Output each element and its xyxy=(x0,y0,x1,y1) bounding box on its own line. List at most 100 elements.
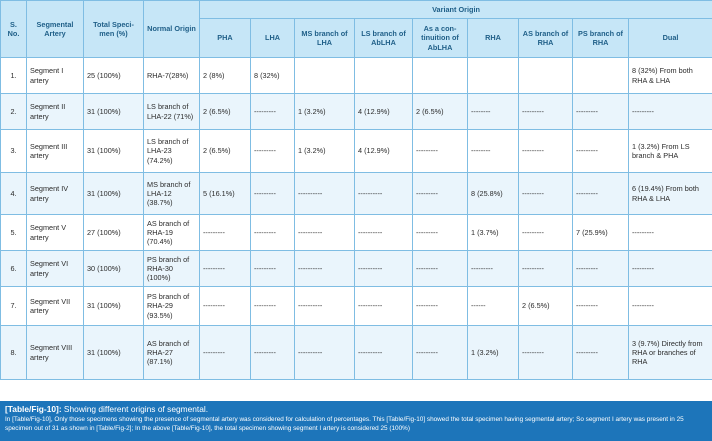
variant-cell xyxy=(294,57,355,94)
variant-cell: --------- xyxy=(518,325,573,380)
variant-cell: --------- xyxy=(467,250,519,287)
variant-cell: 8 (32%) xyxy=(250,57,295,94)
total-specimen: 31 (100%) xyxy=(83,129,144,173)
normal-origin: RHA-7(28%) xyxy=(143,57,200,94)
row-number: 7. xyxy=(0,286,27,326)
variant-cell: --------- xyxy=(518,250,573,287)
variant-cell: --------- xyxy=(412,172,468,215)
variant-cell: ---------- xyxy=(294,214,355,251)
variant-cell: --------- xyxy=(412,214,468,251)
header-no: S. No. xyxy=(0,0,27,58)
variant-cell: -------- xyxy=(467,129,519,173)
total-specimen: 31 (100%) xyxy=(83,93,144,130)
normal-origin: AS branch of RHA-27 (87.1%) xyxy=(143,325,200,380)
total-specimen: 27 (100%) xyxy=(83,214,144,251)
variant-cell: 2 (6.5%) xyxy=(199,93,251,130)
table-row: 7. Segment VII artery 31 (100%) PS branch o… xyxy=(0,286,712,326)
variant-cell: ---------- xyxy=(294,250,355,287)
variant-cell: --------- xyxy=(250,172,295,215)
caption-title-text: Showing different origins of segmental. xyxy=(61,404,209,414)
row-number: 6. xyxy=(0,250,27,287)
variant-cell: --------- xyxy=(199,250,251,287)
origins-table: S. No. Segmental Artery Total Speci-men … xyxy=(0,0,712,380)
variant-cell: --------- xyxy=(250,250,295,287)
table-row: 3. Segment III artery 31 (100%) LS branch o… xyxy=(0,129,712,173)
caption-text: In [Table/Fig-10], Only those specimens … xyxy=(5,416,684,432)
table-row: 4. Segment IV artery 31 (100%) MS branch of… xyxy=(0,172,712,215)
variant-cell xyxy=(354,57,413,94)
variant-cell: 2 (8%) xyxy=(199,57,251,94)
variant-cell xyxy=(412,57,468,94)
table-row: 8. Segment VIII artery 31 (100%) AS branch … xyxy=(0,325,712,380)
variant-cell: --------- xyxy=(250,325,295,380)
variant-cell: 2 (6.5%) xyxy=(199,129,251,173)
table-row: 5. Segment V artery 27 (100%) AS branch of … xyxy=(0,214,712,251)
variant-cell: ---------- xyxy=(354,172,413,215)
variant-cell: --------- xyxy=(412,129,468,173)
total-specimen: 31 (100%) xyxy=(83,325,144,380)
variant-cell: ---------- xyxy=(354,250,413,287)
variant-cell: 1 (3.2%) From LS branch & PHA xyxy=(627,129,712,173)
header-variant-pha: PHA xyxy=(199,18,251,58)
segment-name: Segment VI artery xyxy=(26,250,84,287)
variant-cell: ---------- xyxy=(354,325,413,380)
variant-cell: 7 (25.9%) xyxy=(572,214,629,251)
variant-cell: --------- xyxy=(412,325,468,380)
variant-cell: --------- xyxy=(572,172,629,215)
variant-cell: --------- xyxy=(627,214,712,251)
segment-name: Segment VIII artery xyxy=(26,325,84,380)
table-row: 2. Segment II artery 31 (100%) LS branch of… xyxy=(0,93,712,130)
variant-cell: 1 (3.2%) xyxy=(294,93,355,130)
segment-name: Segment IV artery xyxy=(26,172,84,215)
variant-cell: ------ xyxy=(467,286,519,326)
variant-cell: --------- xyxy=(250,286,295,326)
row-number: 2. xyxy=(0,93,27,130)
variant-cell: --------- xyxy=(412,286,468,326)
caption-title: [Table/Fig-10]: Showing different origin… xyxy=(5,404,707,415)
variant-cell: --------- xyxy=(518,172,573,215)
normal-origin: PS branch of RHA-30 (100%) xyxy=(143,250,200,287)
header-variant-as-rha: AS branch of RHA xyxy=(518,18,573,58)
variant-cell xyxy=(572,57,629,94)
normal-origin: LS branch of LHA-22 (71%) xyxy=(143,93,200,130)
variant-cell: 8 (32%) From both RHA & LHA xyxy=(627,57,712,94)
segment-name: Segment VII artery xyxy=(26,286,84,326)
variant-cell: --------- xyxy=(250,214,295,251)
header-total-specimen: Total Speci-men (%) xyxy=(83,0,144,58)
segment-name: Segment V artery xyxy=(26,214,84,251)
variant-cell: 3 (9.7%) Directly from RHA or branches o… xyxy=(627,325,712,380)
table-row: 1. Segment I artery 25 (100%) RHA-7(28%) 2 (… xyxy=(0,57,712,94)
variant-cell: 4 (12.9%) xyxy=(354,93,413,130)
normal-origin: PS branch of RHA-29 (93.5%) xyxy=(143,286,200,326)
row-number: 1. xyxy=(0,57,27,94)
header-variant-ps-rha: PS branch of RHA xyxy=(572,18,629,58)
variant-cell: ---------- xyxy=(294,172,355,215)
header-variant-rha: RHA xyxy=(467,18,519,58)
caption-label: [Table/Fig-10]: xyxy=(5,404,62,414)
table-row: 6. Segment VI artery 30 (100%) PS branch of… xyxy=(0,250,712,287)
header-variant-ms-lha: MS branch of LHA xyxy=(294,18,355,58)
variant-cell: 8 (25.8%) xyxy=(467,172,519,215)
variant-cell: --------- xyxy=(627,250,712,287)
variant-cell: --------- xyxy=(250,93,295,130)
variant-cell: --------- xyxy=(627,93,712,130)
header-variant-dual: Dual xyxy=(627,18,712,58)
normal-origin: AS branch of RHA-19 (70.4%) xyxy=(143,214,200,251)
normal-origin: MS branch of LHA-12 (38.7%) xyxy=(143,172,200,215)
variant-cell: ---------- xyxy=(294,286,355,326)
total-specimen: 30 (100%) xyxy=(83,250,144,287)
variant-cell: --------- xyxy=(572,250,629,287)
variant-cell: --------- xyxy=(572,325,629,380)
variant-cell: 1 (3.2%) xyxy=(467,325,519,380)
variant-cell: ---------- xyxy=(354,214,413,251)
variant-cell: -------- xyxy=(467,93,519,130)
table-body: 1. Segment I artery 25 (100%) RHA-7(28%) 2 (… xyxy=(0,57,712,380)
variant-cell: --------- xyxy=(518,93,573,130)
segment-name: Segment II artery xyxy=(26,93,84,130)
variant-cell: --------- xyxy=(572,286,629,326)
header-normal-origin: Normal Origin xyxy=(143,0,200,58)
variant-cell: --------- xyxy=(412,250,468,287)
variant-cell xyxy=(467,57,519,94)
total-specimen: 31 (100%) xyxy=(83,172,144,215)
variant-cell: 2 (6.5%) xyxy=(518,286,573,326)
